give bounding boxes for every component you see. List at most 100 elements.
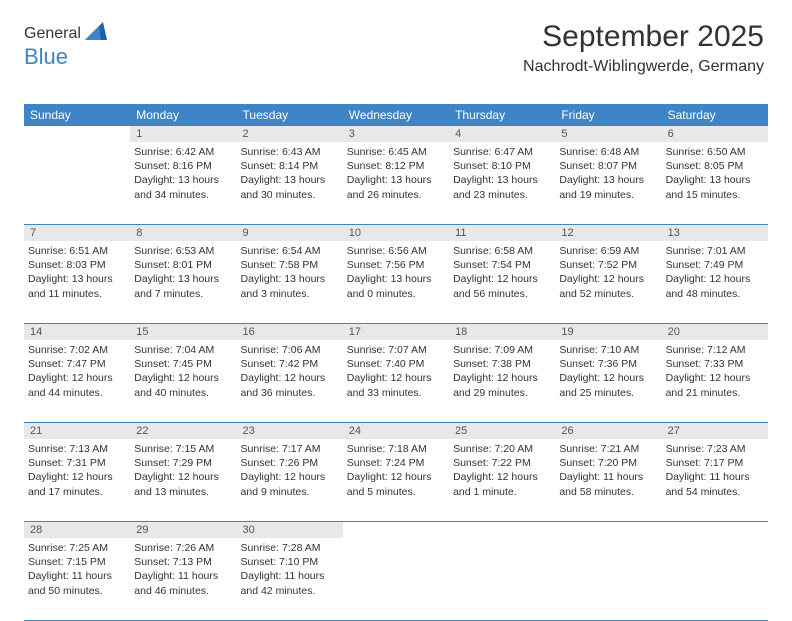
day-cell: Sunrise: 7:15 AMSunset: 7:29 PMDaylight:… [130,439,236,521]
sunrise-text: Sunrise: 7:07 AM [347,343,445,357]
sunset-text: Sunset: 8:03 PM [28,258,126,272]
daylight-text: Daylight: 12 hours and 52 minutes. [559,272,657,300]
day-cell: Sunrise: 7:13 AMSunset: 7:31 PMDaylight:… [24,439,130,521]
daylight-text: Daylight: 12 hours and 21 minutes. [666,371,764,399]
daylight-text: Daylight: 12 hours and 48 minutes. [666,272,764,300]
logo-text-blue: Blue [24,44,68,69]
day-number: 23 [237,423,343,439]
day-number: 20 [662,324,768,340]
sunrise-text: Sunrise: 7:06 AM [241,343,339,357]
day-cell: Sunrise: 7:21 AMSunset: 7:20 PMDaylight:… [555,439,661,521]
daylight-text: Daylight: 11 hours and 58 minutes. [559,470,657,498]
sunrise-text: Sunrise: 6:53 AM [134,244,232,258]
day-cell: Sunrise: 6:56 AMSunset: 7:56 PMDaylight:… [343,241,449,323]
sunrise-text: Sunrise: 6:48 AM [559,145,657,159]
daylight-text: Daylight: 13 hours and 0 minutes. [347,272,445,300]
day-number: 16 [237,324,343,340]
sunset-text: Sunset: 7:54 PM [453,258,551,272]
day-cell [555,538,661,620]
daylight-text: Daylight: 12 hours and 40 minutes. [134,371,232,399]
sunrise-text: Sunrise: 6:42 AM [134,145,232,159]
day-cell: Sunrise: 7:01 AMSunset: 7:49 PMDaylight:… [662,241,768,323]
sunset-text: Sunset: 8:01 PM [134,258,232,272]
daylight-text: Daylight: 12 hours and 17 minutes. [28,470,126,498]
sunrise-text: Sunrise: 7:12 AM [666,343,764,357]
day-number: 25 [449,423,555,439]
sunset-text: Sunset: 7:22 PM [453,456,551,470]
day-number [662,522,768,538]
day-number-row: 21222324252627 [24,423,768,439]
sunrise-text: Sunrise: 7:26 AM [134,541,232,555]
day-number-row: 78910111213 [24,225,768,241]
daylight-text: Daylight: 13 hours and 34 minutes. [134,173,232,201]
weekday-header-saturday: Saturday [662,104,768,126]
day-number: 24 [343,423,449,439]
day-cell: Sunrise: 6:54 AMSunset: 7:58 PMDaylight:… [237,241,343,323]
week-block: 78910111213Sunrise: 6:51 AMSunset: 8:03 … [24,225,768,324]
day-cell [343,538,449,620]
week-row: Sunrise: 6:51 AMSunset: 8:03 PMDaylight:… [24,241,768,324]
sunset-text: Sunset: 7:29 PM [134,456,232,470]
week-block: 123456Sunrise: 6:42 AMSunset: 8:16 PMDay… [24,126,768,225]
day-cell: Sunrise: 7:26 AMSunset: 7:13 PMDaylight:… [130,538,236,620]
daylight-text: Daylight: 12 hours and 13 minutes. [134,470,232,498]
logo-triangle-icon [85,22,107,45]
weekday-header-friday: Friday [555,104,661,126]
day-cell: Sunrise: 7:04 AMSunset: 7:45 PMDaylight:… [130,340,236,422]
sunset-text: Sunset: 7:20 PM [559,456,657,470]
day-number: 2 [237,126,343,142]
daylight-text: Daylight: 12 hours and 33 minutes. [347,371,445,399]
sunset-text: Sunset: 8:16 PM [134,159,232,173]
daylight-text: Daylight: 12 hours and 9 minutes. [241,470,339,498]
day-cell: Sunrise: 6:59 AMSunset: 7:52 PMDaylight:… [555,241,661,323]
logo: General Blue [24,22,107,45]
day-number: 15 [130,324,236,340]
daylight-text: Daylight: 12 hours and 56 minutes. [453,272,551,300]
day-number-row: 282930 [24,522,768,538]
day-cell: Sunrise: 7:07 AMSunset: 7:40 PMDaylight:… [343,340,449,422]
sunrise-text: Sunrise: 6:45 AM [347,145,445,159]
day-cell: Sunrise: 7:06 AMSunset: 7:42 PMDaylight:… [237,340,343,422]
day-cell [449,538,555,620]
week-row: Sunrise: 7:02 AMSunset: 7:47 PMDaylight:… [24,340,768,423]
sunset-text: Sunset: 7:26 PM [241,456,339,470]
sunset-text: Sunset: 7:45 PM [134,357,232,371]
sunset-text: Sunset: 8:10 PM [453,159,551,173]
day-cell: Sunrise: 6:47 AMSunset: 8:10 PMDaylight:… [449,142,555,224]
daylight-text: Daylight: 13 hours and 23 minutes. [453,173,551,201]
sunset-text: Sunset: 8:05 PM [666,159,764,173]
sunrise-text: Sunrise: 7:21 AM [559,442,657,456]
day-number: 10 [343,225,449,241]
sunset-text: Sunset: 8:07 PM [559,159,657,173]
day-cell [662,538,768,620]
daylight-text: Daylight: 12 hours and 44 minutes. [28,371,126,399]
sunrise-text: Sunrise: 6:47 AM [453,145,551,159]
daylight-text: Daylight: 11 hours and 50 minutes. [28,569,126,597]
day-cell: Sunrise: 6:51 AMSunset: 8:03 PMDaylight:… [24,241,130,323]
day-number: 11 [449,225,555,241]
week-row: Sunrise: 6:42 AMSunset: 8:16 PMDaylight:… [24,142,768,225]
sunset-text: Sunset: 7:33 PM [666,357,764,371]
sunrise-text: Sunrise: 7:28 AM [241,541,339,555]
day-number: 6 [662,126,768,142]
sunset-text: Sunset: 8:14 PM [241,159,339,173]
day-number: 26 [555,423,661,439]
week-row: Sunrise: 7:13 AMSunset: 7:31 PMDaylight:… [24,439,768,522]
weekday-header-monday: Monday [130,104,236,126]
day-number: 22 [130,423,236,439]
sunrise-text: Sunrise: 7:25 AM [28,541,126,555]
sunrise-text: Sunrise: 6:56 AM [347,244,445,258]
week-block: 21222324252627Sunrise: 7:13 AMSunset: 7:… [24,423,768,522]
day-cell: Sunrise: 6:50 AMSunset: 8:05 PMDaylight:… [662,142,768,224]
sunset-text: Sunset: 7:31 PM [28,456,126,470]
day-cell: Sunrise: 7:10 AMSunset: 7:36 PMDaylight:… [555,340,661,422]
day-number: 19 [555,324,661,340]
day-cell: Sunrise: 7:09 AMSunset: 7:38 PMDaylight:… [449,340,555,422]
day-number-row: 14151617181920 [24,324,768,340]
sunset-text: Sunset: 7:56 PM [347,258,445,272]
sunset-text: Sunset: 7:10 PM [241,555,339,569]
sunrise-text: Sunrise: 7:15 AM [134,442,232,456]
day-cell: Sunrise: 7:25 AMSunset: 7:15 PMDaylight:… [24,538,130,620]
day-number: 7 [24,225,130,241]
week-block: 282930Sunrise: 7:25 AMSunset: 7:15 PMDay… [24,522,768,621]
